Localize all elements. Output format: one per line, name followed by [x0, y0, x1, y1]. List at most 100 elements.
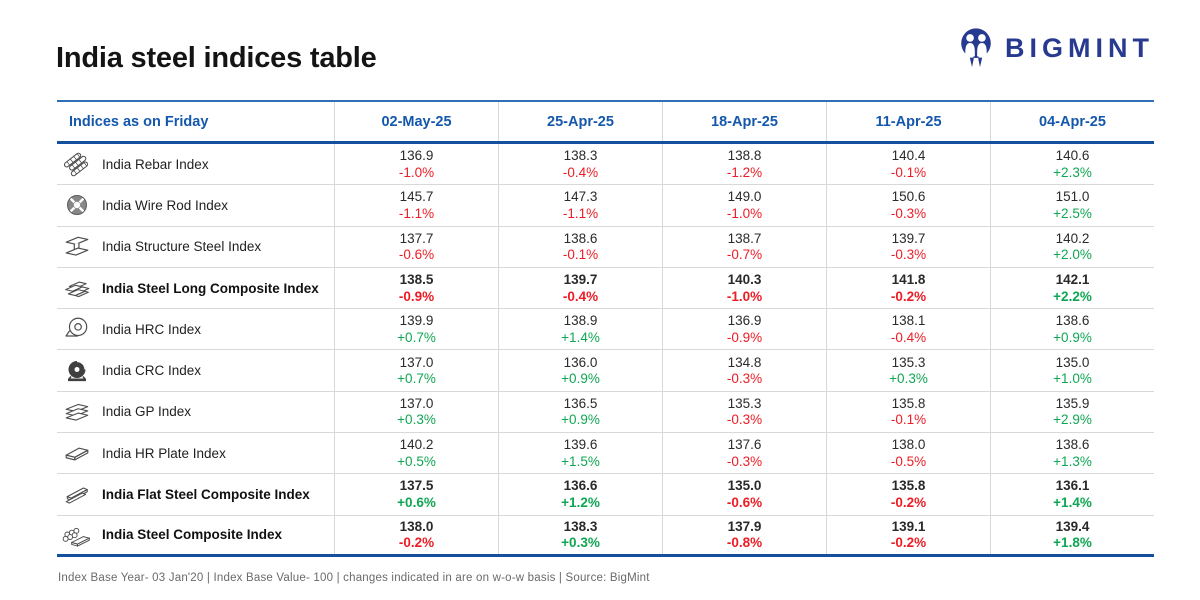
- index-value: 141.8: [891, 271, 926, 287]
- index-value-cell: 140.3 -1.0%: [662, 267, 826, 309]
- index-value: 137.0: [399, 354, 434, 370]
- index-value-cell: 140.4 -0.1%: [826, 144, 990, 185]
- index-value-cell: 135.0 -0.6%: [662, 474, 826, 515]
- wow-change: -0.4%: [562, 164, 599, 180]
- index-value-cell: 137.6 -0.3%: [662, 433, 826, 474]
- index-value: 137.6: [727, 437, 762, 453]
- index-value: 136.9: [399, 148, 434, 164]
- index-value: 140.4: [891, 148, 926, 164]
- index-value-cell: 140.6 +2.3%: [990, 144, 1154, 185]
- index-value: 135.3: [727, 395, 762, 411]
- table-row: India HRC Index 139.9 +0.7% 138.9 +1.4% 136.9…: [57, 309, 1154, 351]
- wow-change: -1.0%: [726, 288, 763, 304]
- column-header-date: 02-May-25: [334, 102, 498, 141]
- index-value-cell: 138.6 -0.1%: [498, 226, 662, 267]
- index-value: 140.3: [727, 271, 762, 287]
- wow-change: -0.3%: [890, 205, 927, 221]
- index-value-cell: 135.0 +1.0%: [990, 350, 1154, 391]
- column-header-date: 25-Apr-25: [498, 102, 662, 141]
- index-value-cell: 138.3 -0.4%: [498, 144, 662, 185]
- table-row: India Steel Long Composite Index 138.5 -0.…: [57, 267, 1154, 310]
- index-value: 135.8: [891, 395, 926, 411]
- index-value: 135.0: [727, 478, 762, 494]
- column-header-date: 04-Apr-25: [990, 102, 1154, 141]
- wow-change: -1.2%: [726, 164, 763, 180]
- index-value: 138.5: [399, 271, 434, 287]
- wow-change: +2.3%: [1053, 164, 1092, 180]
- index-value: 138.7: [727, 230, 762, 246]
- index-value: 140.6: [1055, 148, 1090, 164]
- row-label: India Steel Composite Index: [102, 527, 283, 543]
- index-value-cell: 135.8 -0.1%: [826, 391, 990, 433]
- wow-change: -0.2%: [890, 535, 927, 551]
- wire-rod-icon: [62, 190, 92, 220]
- table-row: India Rebar Index 136.9 -1.0% 138.3 -0.4% 138…: [57, 144, 1154, 186]
- index-value-cell: 150.6 -0.3%: [826, 185, 990, 226]
- index-value: 150.6: [891, 189, 926, 205]
- wow-change: +2.2%: [1053, 288, 1092, 304]
- index-value: 147.3: [563, 189, 598, 205]
- index-value: 139.4: [1055, 519, 1090, 535]
- row-label: India Wire Rod Index: [102, 197, 229, 213]
- wow-change: +0.6%: [397, 495, 436, 511]
- wow-change: -0.9%: [726, 329, 763, 345]
- index-value-cell: 137.0 +0.7%: [334, 350, 498, 391]
- index-value: 139.9: [399, 313, 434, 329]
- index-value: 135.9: [1055, 395, 1090, 411]
- index-value-cell: 136.1 +1.4%: [990, 474, 1154, 515]
- wow-change: -0.3%: [890, 247, 927, 263]
- wow-change: +0.9%: [561, 371, 600, 387]
- index-value-cell: 136.5 +0.9%: [498, 391, 662, 433]
- wow-change: +1.0%: [1053, 371, 1092, 387]
- row-label-cell: India Wire Rod Index: [57, 185, 334, 225]
- index-value: 145.7: [399, 189, 434, 205]
- index-value-cell: 138.6 +1.3%: [990, 433, 1154, 474]
- row-label-cell: India HR Plate Index: [57, 433, 334, 473]
- wow-change: +1.3%: [1053, 453, 1092, 469]
- index-value-cell: 139.4 +1.8%: [990, 515, 1154, 554]
- row-label: India Rebar Index: [102, 156, 209, 172]
- index-value: 135.0: [1055, 354, 1090, 370]
- index-value-cell: 138.3 +0.3%: [498, 515, 662, 554]
- index-value: 151.0: [1055, 189, 1090, 205]
- index-value: 134.8: [727, 354, 762, 370]
- index-value-cell: 138.8 -1.2%: [662, 144, 826, 185]
- index-value-cell: 138.0 -0.2%: [334, 515, 498, 554]
- index-value: 140.2: [1055, 230, 1090, 246]
- brand-name: BIGMINT: [1005, 32, 1154, 63]
- wow-change: +1.2%: [561, 495, 600, 511]
- table-row: India Wire Rod Index 145.7 -1.1% 147.3 -1.1%…: [57, 185, 1154, 227]
- wow-change: -0.5%: [890, 453, 927, 469]
- wow-change: -0.2%: [890, 288, 927, 304]
- wow-change: +0.3%: [397, 412, 436, 428]
- hrc-coil-icon: [62, 314, 92, 344]
- index-value: 138.9: [563, 313, 598, 329]
- index-value-cell: 135.3 +0.3%: [826, 350, 990, 391]
- row-label: India HRC Index: [102, 321, 202, 337]
- index-value-cell: 137.9 -0.8%: [662, 515, 826, 554]
- structure-steel-icon: [62, 232, 92, 262]
- index-value: 138.6: [1055, 437, 1090, 453]
- wow-change: -0.6%: [726, 495, 763, 511]
- index-value: 137.7: [399, 230, 434, 246]
- wow-change: -1.0%: [726, 205, 763, 221]
- index-value: 139.6: [563, 437, 598, 453]
- index-value: 138.1: [891, 313, 926, 329]
- wow-change: +0.7%: [397, 329, 436, 345]
- table-row: India HR Plate Index 140.2 +0.5% 139.6 +1.5%…: [57, 433, 1154, 475]
- index-value-cell: 134.8 -0.3%: [662, 350, 826, 391]
- index-value-cell: 135.3 -0.3%: [662, 391, 826, 433]
- index-value-cell: 135.8 -0.2%: [826, 474, 990, 515]
- wow-change: -0.6%: [398, 247, 435, 263]
- index-value: 135.8: [891, 478, 926, 494]
- column-header-date: 18-Apr-25: [662, 102, 826, 141]
- index-value: 136.1: [1055, 478, 1090, 494]
- row-label-cell: India Structure Steel Index: [57, 227, 334, 267]
- wow-change: +0.7%: [397, 371, 436, 387]
- index-value-cell: 138.9 +1.4%: [498, 309, 662, 350]
- wow-change: -0.4%: [890, 329, 927, 345]
- row-label-cell: India CRC Index: [57, 350, 334, 390]
- index-value-cell: 138.7 -0.7%: [662, 226, 826, 267]
- index-value: 139.1: [891, 519, 926, 535]
- row-label-cell: India HRC Index: [57, 309, 334, 349]
